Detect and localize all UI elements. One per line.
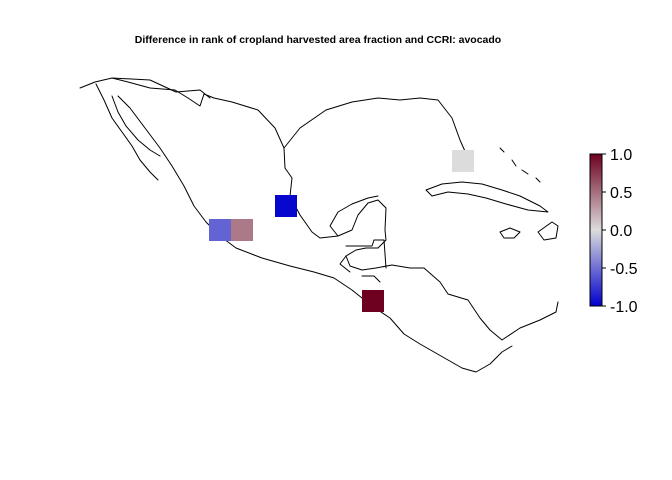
mexico-us-border (111, 77, 211, 99)
raster-cell-guatemala-el-salvador (362, 290, 384, 312)
colorbar-tick-label: 1.0 (610, 147, 632, 164)
colorbar-tick-label: 0.0 (610, 223, 632, 240)
raster-cells (209, 150, 474, 312)
jamaica (499, 227, 521, 239)
us-gulf-coast (283, 97, 473, 169)
yucatan (329, 195, 379, 237)
baja-peninsula (95, 83, 161, 181)
colorbar-tick-label: -0.5 (610, 261, 638, 278)
raster-cell-florida (452, 150, 474, 172)
guatemala-border (339, 239, 387, 283)
bahamas (499, 147, 541, 183)
colorbar-ticks: 1.0 0.5 0.0 -0.5 -1.0 (602, 147, 638, 316)
raster-cell-northeast-mexico (275, 195, 297, 217)
colorbar-gradient (589, 153, 603, 307)
colorbar: 1.0 0.5 0.0 -0.5 -1.0 (589, 147, 638, 316)
pacific-coastline (117, 95, 513, 373)
colorbar-tick-label: -1.0 (610, 299, 638, 316)
raster-cell-west-mexico-a (209, 219, 231, 241)
map-title: Difference in rank of cropland harvested… (134, 34, 502, 46)
raster-cell-west-mexico-b (231, 219, 253, 241)
hispaniola (537, 221, 559, 241)
mainland-coastline (79, 77, 559, 341)
colorbar-tick-label: 0.5 (610, 185, 632, 202)
cuba (425, 181, 549, 213)
coastlines (79, 77, 559, 373)
